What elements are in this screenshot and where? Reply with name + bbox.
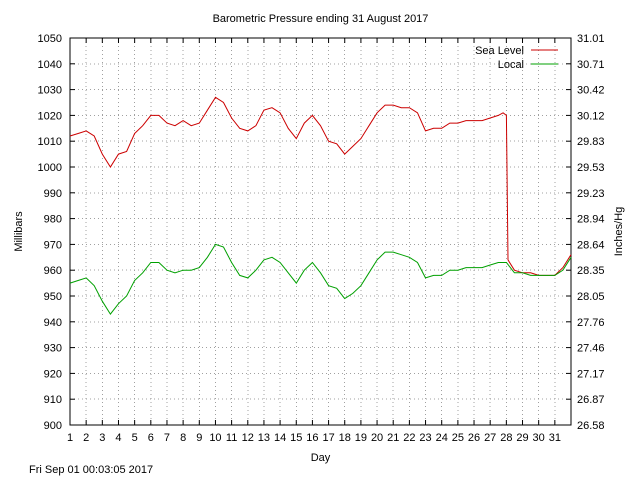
y-tick-label: 920 <box>44 368 62 380</box>
x-tick-label: 30 <box>533 432 545 444</box>
y-tick-label: 950 <box>44 291 62 303</box>
y2-tick-label: 27.46 <box>577 343 605 355</box>
y2-tick-label: 30.42 <box>577 85 605 97</box>
y2-tick-label: 27.76 <box>577 317 605 329</box>
x-tick-label: 3 <box>99 432 105 444</box>
data-series <box>69 96 572 315</box>
x-tick-label: 11 <box>226 432 237 444</box>
x-tick-label: 7 <box>164 432 170 444</box>
y2-tick-label: 29.23 <box>577 188 605 200</box>
legend-label-sea-level: Sea Level <box>475 45 524 57</box>
y2-tick-label: 28.05 <box>577 291 605 303</box>
y2-tick-label: 28.94 <box>577 214 605 226</box>
x-tick-label: 12 <box>242 432 254 444</box>
y2-tick-label: 30.12 <box>577 110 605 122</box>
series-line-local <box>69 243 572 315</box>
x-tick-label: 29 <box>516 432 528 444</box>
x-tick-label: 27 <box>484 432 496 444</box>
y-tick-label: 1030 <box>38 85 62 97</box>
y-tick-label: 900 <box>44 420 62 432</box>
y-tick-label: 1010 <box>38 136 62 148</box>
y-tick-label: 1020 <box>38 110 62 122</box>
y2-tick-label: 28.64 <box>577 239 605 251</box>
x-tick-label: 20 <box>371 432 383 444</box>
x-tick-label: 28 <box>500 432 512 444</box>
y-tick-label: 960 <box>44 265 62 277</box>
legend-label-local: Local <box>498 59 524 71</box>
chart-title: Barometric Pressure ending 31 August 201… <box>213 13 429 25</box>
x-tick-label: 8 <box>180 432 186 444</box>
y-tick-label: 990 <box>44 188 62 200</box>
y-tick-label: 970 <box>44 239 62 251</box>
x-tick-label: 4 <box>115 432 121 444</box>
y-tick-label: 1040 <box>38 59 62 71</box>
y-tick-label: 1000 <box>38 162 62 174</box>
y2-tick-label: 28.35 <box>577 265 605 277</box>
y2-tick-label: 27.17 <box>577 368 605 380</box>
x-axis-label: Day <box>311 452 331 464</box>
x-tick-label: 17 <box>322 432 334 444</box>
x-tick-label: 21 <box>387 432 399 444</box>
x-tick-label: 5 <box>132 432 138 444</box>
x-tick-label: 2 <box>83 432 89 444</box>
series-line-sea-level <box>69 96 572 276</box>
x-tick-label: 22 <box>403 432 415 444</box>
x-tick-label: 1 <box>67 432 73 444</box>
x-tick-label: 9 <box>196 432 202 444</box>
legend: Sea Level Local <box>475 45 558 71</box>
x-tick-label: 10 <box>209 432 221 444</box>
y-tick-label: 940 <box>44 317 62 329</box>
x-tick-label: 6 <box>148 432 154 444</box>
x-tick-label: 24 <box>436 432 448 444</box>
y2-tick-label: 26.58 <box>577 420 605 432</box>
x-tick-label: 18 <box>339 432 351 444</box>
y2-tick-label: 29.53 <box>577 162 605 174</box>
x-tick-label: 13 <box>258 432 270 444</box>
x-tick-label: 23 <box>419 432 431 444</box>
x-tick-label: 19 <box>355 432 367 444</box>
x-tick-label: 14 <box>274 432 286 444</box>
y2-tick-label: 26.87 <box>577 394 605 406</box>
plot-area-frame <box>69 37 572 426</box>
x-tick-label: 25 <box>452 432 464 444</box>
y2-tick-label: 30.71 <box>577 59 605 71</box>
y-axis-label: Millibars <box>13 211 25 252</box>
x-tick-label: 31 <box>549 432 561 444</box>
y-tick-label: 910 <box>44 394 62 406</box>
y-tick-label: 980 <box>44 214 62 226</box>
y-tick-label: 1050 <box>38 33 62 45</box>
y2-tick-label: 31.01 <box>577 33 605 45</box>
y-tick-label: 930 <box>44 343 62 355</box>
x-tick-label: 16 <box>306 432 318 444</box>
y2-axis-label: Inches/Hg <box>613 207 625 257</box>
grid <box>70 38 571 425</box>
y2-tick-label: 29.83 <box>577 136 605 148</box>
footer-timestamp: Fri Sep 01 00:03:05 2017 <box>29 464 154 476</box>
x-tick-label: 15 <box>290 432 302 444</box>
x-tick-label: 26 <box>468 432 480 444</box>
